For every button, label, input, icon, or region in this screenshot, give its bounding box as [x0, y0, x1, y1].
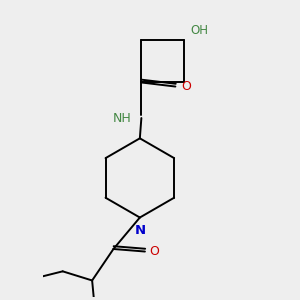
Text: OH: OH — [190, 24, 208, 37]
Text: NH: NH — [112, 112, 131, 124]
Text: O: O — [149, 245, 159, 258]
Text: N: N — [134, 224, 146, 237]
Text: O: O — [182, 80, 191, 93]
